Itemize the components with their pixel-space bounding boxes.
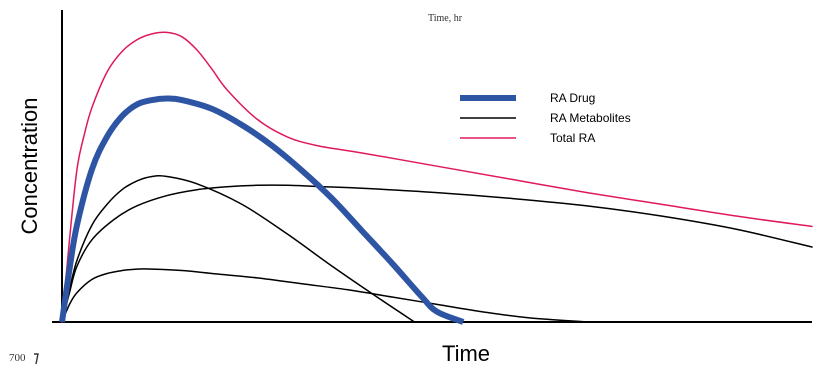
- axes: [52, 10, 812, 323]
- series-line-total-ra: [61, 31, 813, 323]
- corner-text: 700: [9, 352, 26, 364]
- series-line-ra-metabolites: [61, 174, 416, 323]
- legend-label-total-ra: Total RA: [550, 131, 595, 145]
- legend: RA Drug RA Metabolites Total RA: [460, 91, 631, 145]
- corner-mark: [34, 353, 39, 365]
- series-line-unlabeled-3: [61, 184, 813, 323]
- top-caption: Time, hr: [428, 13, 463, 24]
- series-line-unlabeled-4: [61, 268, 588, 323]
- legend-label-ra-drug: RA Drug: [550, 91, 595, 105]
- series-line-ra-drug: [59, 95, 465, 325]
- legend-label-ra-metabolites: RA Metabolites: [550, 111, 631, 125]
- x-axis-label: Time: [442, 341, 490, 366]
- series-layer: [59, 31, 813, 325]
- y-axis-label: Concentration: [17, 98, 42, 235]
